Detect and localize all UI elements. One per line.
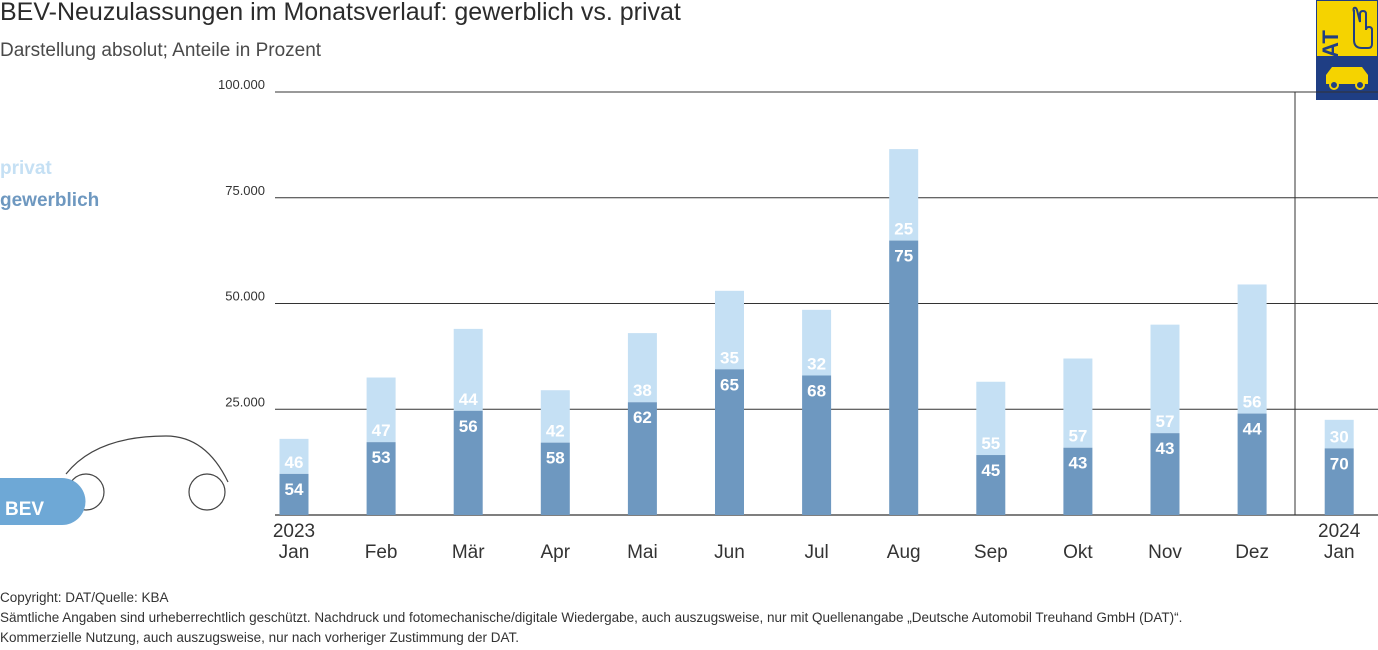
x-tick-label: Jan	[279, 542, 310, 563]
bar-privat	[1324, 419, 1354, 449]
wheel-icon	[188, 473, 226, 511]
chart-subtitle: Darstellung absolut; Anteile in Prozent	[0, 40, 322, 61]
data-label-gewerblich: 75	[894, 247, 913, 266]
data-label-privat: 35	[720, 348, 739, 367]
x-tick-label: Feb	[365, 542, 398, 563]
bar-gewerblich	[366, 442, 396, 515]
x-tick-label: Apr	[541, 542, 571, 563]
bar-privat	[889, 149, 919, 241]
x-tick-label: Jun	[714, 542, 745, 563]
x-tick-label: Sep	[974, 542, 1008, 563]
bar-privat	[540, 390, 570, 443]
data-label-gewerblich: 43	[1068, 454, 1087, 473]
x-tick-label: Mai	[627, 542, 658, 563]
footer-rights: Sämtliche Angaben sind urheberrechtlich …	[0, 610, 1183, 625]
bar-gewerblich	[889, 240, 919, 516]
chart-title: BEV-Neuzulassungen im Monatsverlauf: gew…	[0, 0, 681, 26]
bar-privat	[627, 333, 657, 403]
x-tick-label: Aug	[887, 542, 921, 563]
data-label-gewerblich: 44	[1243, 420, 1262, 439]
data-label-gewerblich: 65	[720, 375, 739, 394]
bar-gewerblich	[1324, 448, 1354, 515]
bar-gewerblich	[1237, 413, 1267, 515]
legend-privat: privat	[0, 158, 52, 179]
data-label-privat: 57	[1068, 427, 1087, 446]
bar-privat	[366, 377, 396, 443]
bar-privat	[1063, 358, 1093, 448]
data-label-privat: 30	[1330, 427, 1349, 446]
data-label-privat: 25	[894, 220, 913, 239]
bar-gewerblich	[802, 375, 832, 515]
data-label-privat: 47	[372, 421, 391, 440]
x-year-label: 2024	[1318, 521, 1361, 542]
bar-gewerblich	[1063, 447, 1093, 515]
y-tick-label: 75.000	[225, 183, 265, 198]
bar-privat	[802, 309, 832, 376]
bar-privat	[453, 328, 483, 411]
bar-privat	[715, 290, 744, 370]
footer-copyright: Copyright: DAT/Quelle: KBA	[0, 590, 169, 605]
data-label-privat: 44	[459, 390, 478, 409]
footer-commercial: Kommerzielle Nutzung, auch auszugsweise,…	[0, 630, 519, 645]
bar-privat	[976, 381, 1006, 456]
data-label-gewerblich: 70	[1330, 454, 1349, 473]
data-label-gewerblich: 68	[807, 381, 826, 400]
bar-privat	[279, 438, 309, 474]
data-label-gewerblich: 62	[633, 408, 652, 427]
data-label-gewerblich: 45	[981, 461, 1000, 480]
data-label-gewerblich: 53	[372, 448, 391, 467]
legend-gewerblich: gewerblich	[0, 190, 100, 211]
bar-privat	[1237, 284, 1267, 414]
bar-gewerblich	[976, 455, 1006, 515]
bar-gewerblich	[715, 369, 744, 515]
y-tick-label: 100.000	[218, 77, 265, 92]
data-label-privat: 57	[1156, 412, 1175, 431]
bev-badge-label: BEV	[5, 499, 44, 520]
y-tick-label: 50.000	[225, 289, 265, 304]
bar-gewerblich	[540, 442, 570, 515]
data-label-privat: 55	[981, 434, 1000, 453]
x-tick-label: Jul	[804, 542, 828, 563]
bar-privat	[1150, 324, 1180, 434]
data-label-privat: 42	[546, 422, 565, 441]
car-outline-icon	[65, 435, 229, 483]
data-label-gewerblich: 58	[546, 449, 565, 468]
x-tick-label: Mär	[452, 542, 485, 563]
data-label-gewerblich: 56	[459, 417, 478, 436]
x-tick-label: Okt	[1063, 542, 1093, 563]
bar-chart: BEV 25.000 50.000 75.000 100.000 46 54 47 53 44…	[0, 77, 1378, 563]
car-icon	[1326, 67, 1368, 84]
bar-gewerblich	[1150, 433, 1180, 515]
data-label-privat: 32	[807, 354, 826, 373]
bev-badge	[0, 478, 86, 525]
data-label-gewerblich: 54	[285, 480, 304, 499]
bar-gewerblich	[279, 473, 309, 515]
data-label-gewerblich: 43	[1156, 439, 1175, 458]
bar-gewerblich	[453, 410, 483, 515]
bar-gewerblich	[627, 402, 657, 515]
x-year-label: 2023	[273, 521, 315, 542]
x-tick-label: Jan	[1324, 542, 1355, 563]
x-tick-label: Dez	[1235, 542, 1269, 563]
data-label-privat: 46	[285, 453, 304, 472]
hand-icon	[1352, 6, 1373, 49]
x-tick-label: Nov	[1148, 542, 1182, 563]
data-label-privat: 56	[1243, 393, 1262, 412]
data-label-privat: 38	[633, 381, 652, 400]
y-tick-label: 25.000	[225, 394, 265, 409]
